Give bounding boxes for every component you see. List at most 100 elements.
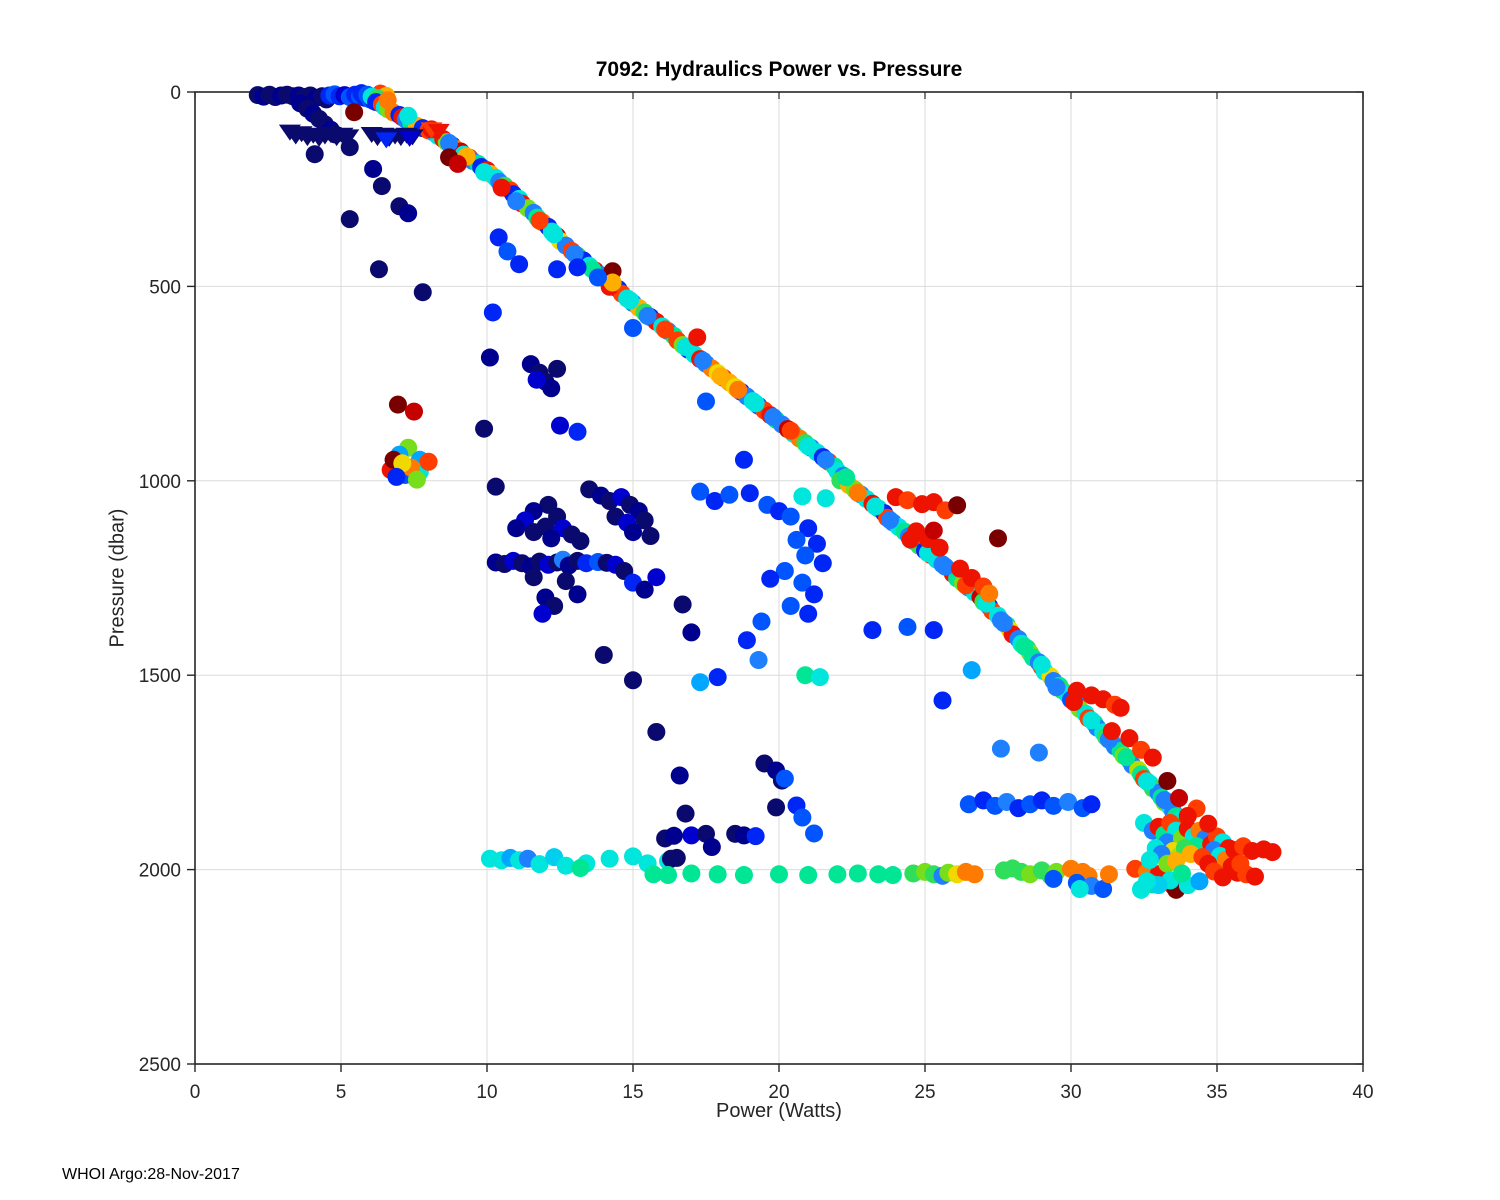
data-point xyxy=(1015,637,1034,656)
data-point xyxy=(393,454,412,473)
data-point xyxy=(734,450,753,469)
data-point xyxy=(1190,872,1209,891)
data-point xyxy=(647,722,666,741)
data-point xyxy=(898,491,917,510)
data-point xyxy=(571,859,590,878)
data-point xyxy=(682,826,701,845)
y-tick-label-1000: 1000 xyxy=(139,472,181,493)
data-point xyxy=(761,569,780,588)
data-point xyxy=(542,529,561,548)
data-point xyxy=(483,303,502,322)
data-point xyxy=(568,258,587,277)
data-point xyxy=(1199,814,1218,833)
data-point xyxy=(781,507,800,526)
data-point xyxy=(407,470,426,489)
data-point-triangle xyxy=(375,132,398,149)
y-axis-label: Pressure (dbar) xyxy=(106,508,129,648)
data-point xyxy=(659,866,678,885)
y-tick-label-0: 0 xyxy=(170,83,181,104)
data-point xyxy=(1137,772,1156,791)
data-point xyxy=(1231,854,1250,873)
x-tick-label-20: 20 xyxy=(768,1082,789,1103)
data-point xyxy=(688,328,707,347)
data-point xyxy=(787,530,806,549)
data-point xyxy=(799,866,818,885)
data-point xyxy=(399,106,418,125)
data-point xyxy=(816,450,835,469)
data-point xyxy=(866,497,885,516)
data-point xyxy=(924,521,943,540)
data-point xyxy=(676,804,695,823)
data-point xyxy=(930,538,949,557)
data-point xyxy=(548,260,567,279)
data-point xyxy=(524,523,543,542)
data-point xyxy=(647,568,666,587)
data-point xyxy=(1263,843,1282,862)
data-point xyxy=(898,617,917,636)
data-point xyxy=(1094,880,1113,899)
data-point xyxy=(345,103,364,122)
data-point xyxy=(621,291,640,310)
data-point xyxy=(1044,869,1063,888)
data-point xyxy=(492,178,511,197)
data-point xyxy=(793,573,812,592)
data-point xyxy=(635,580,654,599)
data-point xyxy=(746,394,765,413)
data-point xyxy=(340,210,359,229)
data-point xyxy=(980,584,999,603)
data-point xyxy=(673,595,692,614)
data-point xyxy=(705,492,724,511)
data-point xyxy=(810,668,829,687)
data-point xyxy=(936,557,955,576)
data-point xyxy=(775,562,794,581)
data-point xyxy=(405,402,423,421)
data-point xyxy=(1111,698,1130,717)
data-point xyxy=(793,808,812,827)
data-point xyxy=(734,866,753,885)
data-point xyxy=(796,546,815,565)
data-point xyxy=(883,866,902,885)
data-point xyxy=(711,367,730,386)
data-point xyxy=(664,826,683,845)
data-point xyxy=(548,359,567,378)
x-tick-label-5: 5 xyxy=(336,1082,347,1103)
data-point xyxy=(764,408,783,427)
data-point xyxy=(571,532,590,551)
data-point-triangle xyxy=(337,129,360,146)
data-point xyxy=(507,192,526,211)
data-point xyxy=(752,612,771,631)
data-point xyxy=(1059,792,1078,811)
data-point xyxy=(340,138,359,157)
data-point xyxy=(799,519,818,538)
data-point xyxy=(600,849,619,868)
data-point xyxy=(1099,865,1118,884)
data-point xyxy=(603,273,622,292)
data-point xyxy=(1047,678,1066,697)
x-tick-label-25: 25 xyxy=(914,1082,935,1103)
data-point xyxy=(691,482,710,501)
x-tick-label-15: 15 xyxy=(622,1082,643,1103)
data-point xyxy=(594,645,613,664)
data-point xyxy=(691,673,710,692)
data-point xyxy=(670,766,689,785)
data-point xyxy=(1158,771,1177,790)
data-point xyxy=(708,668,727,687)
data-point xyxy=(1082,795,1101,814)
y-tick-label-2500: 2500 xyxy=(139,1055,181,1076)
data-point xyxy=(799,437,818,456)
data-point-triangle xyxy=(398,130,421,147)
data-point xyxy=(527,370,546,389)
data-point xyxy=(775,769,794,788)
data-point xyxy=(1029,743,1048,762)
data-point xyxy=(933,691,952,710)
data-point xyxy=(507,519,526,538)
data-point xyxy=(1172,864,1191,883)
data-point xyxy=(440,133,459,152)
data-point xyxy=(1032,655,1051,674)
data-point xyxy=(635,511,654,530)
data-point xyxy=(644,865,663,884)
data-point xyxy=(1132,880,1151,899)
data-point xyxy=(624,671,642,690)
data-point xyxy=(624,523,642,542)
y-tick-label-2000: 2000 xyxy=(139,861,181,882)
